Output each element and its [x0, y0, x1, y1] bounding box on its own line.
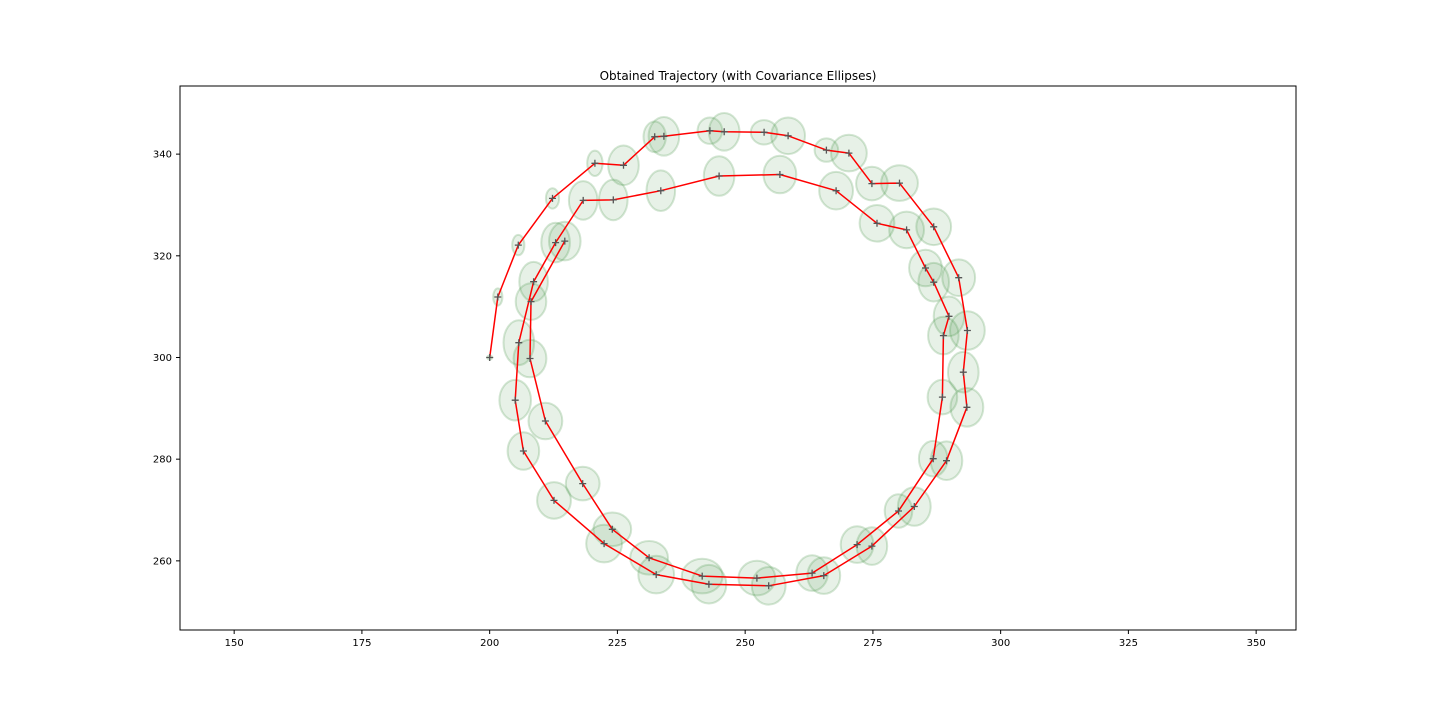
- y-tick-label-280: 280: [153, 455, 172, 466]
- pose-marker-17: [955, 274, 963, 282]
- pose-marker-2: [514, 241, 522, 249]
- pose-marker-32: [515, 339, 523, 347]
- pose-marker-39: [776, 171, 784, 178]
- pose-marker-15: [896, 179, 903, 187]
- pose-marker-23: [868, 542, 876, 550]
- pose-marker-29: [550, 496, 558, 504]
- pose-marker-12: [822, 146, 830, 154]
- x-tick-label-225: 225: [608, 638, 627, 649]
- axes: 150 175 200 225 250 275 300 325 350 260 280 300 320 3…: [153, 85, 1297, 649]
- pose-marker-24: [820, 572, 828, 580]
- pose-marker-16: [930, 223, 938, 231]
- pose-marker-58: [526, 355, 534, 362]
- x-tick-label-200: 200: [480, 638, 499, 649]
- pose-marker-14: [868, 180, 876, 188]
- pose-marker-18: [963, 327, 971, 334]
- pose-marker-47: [938, 393, 946, 401]
- pose-marker-4: [591, 159, 599, 167]
- x-tick-label-350: 350: [1247, 638, 1266, 649]
- pose-marker-22: [910, 503, 918, 510]
- chart-title: Obtained Trajectory (with Covariance Ell…: [600, 69, 877, 83]
- pose-marker-49: [895, 507, 902, 515]
- y-tick-label-340: 340: [153, 150, 172, 161]
- pose-marker-40: [832, 187, 840, 195]
- pose-marker-5: [620, 161, 627, 169]
- pose-marker-37: [657, 187, 665, 195]
- pose-marker-52: [753, 574, 761, 582]
- pose-marker-51: [808, 569, 816, 577]
- pose-marker-33: [530, 278, 538, 286]
- pose-marker-25: [765, 582, 773, 590]
- y-tick-label-300: 300: [153, 353, 172, 364]
- pose-marker-48: [929, 455, 937, 463]
- pose-marker-54: [645, 554, 653, 562]
- pose-marker-46: [939, 332, 947, 340]
- pose-marker-7: [660, 132, 668, 140]
- pose-marker-35: [579, 196, 587, 204]
- y-tick-label-260: 260: [153, 556, 172, 567]
- x-tick-label-175: 175: [352, 638, 371, 649]
- pose-marker-43: [922, 264, 929, 272]
- pose-marker-45: [945, 312, 953, 320]
- x-tick-label-325: 325: [1119, 638, 1138, 649]
- pose-marker-42: [903, 226, 911, 234]
- pose-marker-50: [853, 541, 861, 549]
- pose-marker-44: [930, 278, 938, 286]
- pose-marker-19: [959, 368, 967, 376]
- pose-marker-28: [600, 540, 608, 548]
- x-tick-label-250: 250: [736, 638, 755, 649]
- pose-marker-21: [943, 457, 950, 465]
- pose-marker-41: [873, 219, 881, 227]
- pose-marker-57: [541, 417, 549, 425]
- pose-marker-9: [720, 128, 728, 136]
- x-tick-label-150: 150: [225, 638, 244, 649]
- pose-marker-10: [760, 128, 768, 136]
- pose-marker-13: [845, 149, 853, 157]
- y-tick-label-320: 320: [153, 251, 172, 262]
- pose-marker-31: [511, 396, 519, 404]
- pose-marker-6: [651, 133, 659, 141]
- pose-marker-60: [561, 237, 569, 245]
- pose-marker-59: [527, 298, 535, 306]
- pose-marker-11: [784, 132, 792, 140]
- pose-marker-56: [579, 480, 587, 488]
- pose-marker-26: [705, 580, 713, 588]
- pose-marker-55: [608, 525, 616, 533]
- pose-marker-36: [609, 196, 617, 204]
- axes-frame: [179, 85, 1297, 631]
- x-tick-label-275: 275: [863, 638, 882, 649]
- pose-marker-34: [552, 239, 560, 247]
- pose-marker-27: [652, 571, 660, 579]
- plot-area: [486, 112, 986, 606]
- pose-marker-0: [486, 354, 494, 361]
- pose-marker-30: [519, 447, 527, 455]
- pose-marker-1: [494, 293, 502, 301]
- x-tick-label-300: 300: [991, 638, 1010, 649]
- pose-marker-20: [963, 403, 971, 411]
- pose-marker-8: [706, 127, 714, 135]
- pose-marker-3: [549, 194, 556, 202]
- pose-marker-53: [698, 572, 706, 580]
- pose-marker-38: [715, 172, 723, 180]
